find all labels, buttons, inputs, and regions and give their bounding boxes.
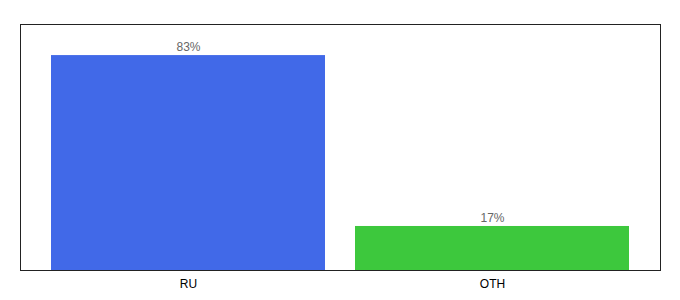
svg-text:RU: RU [180, 277, 197, 291]
svg-text:17%: 17% [480, 211, 504, 225]
svg-text:OTH: OTH [480, 277, 505, 291]
svg-text:83%: 83% [176, 40, 200, 54]
